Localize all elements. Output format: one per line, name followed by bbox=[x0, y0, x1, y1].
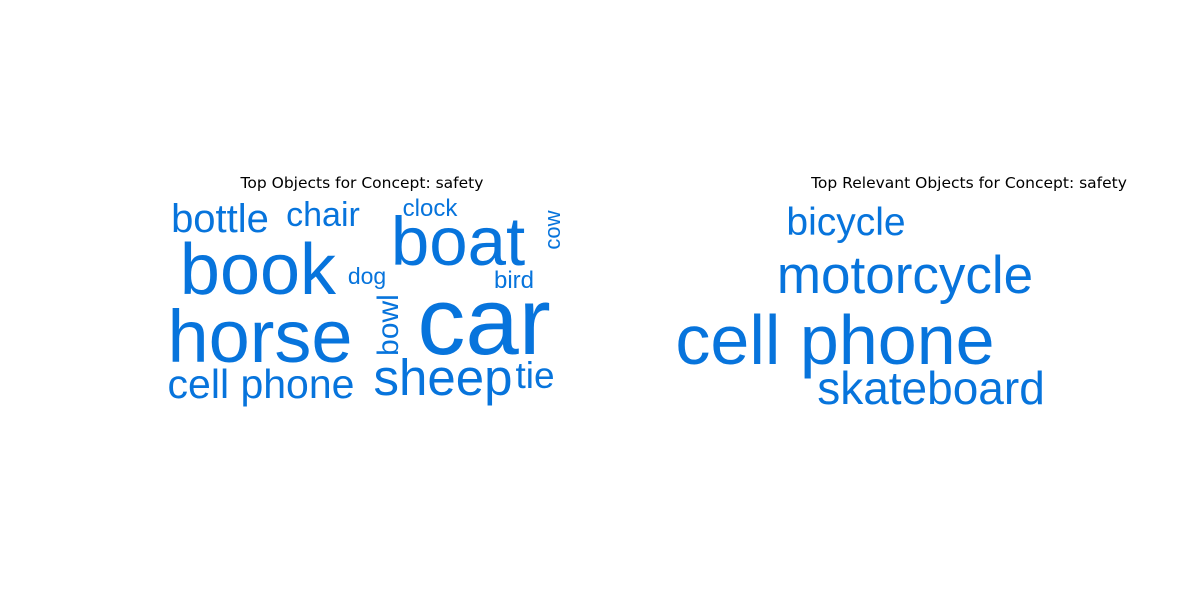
word-chair: chair bbox=[286, 196, 360, 234]
word-skateboard: skateboard bbox=[817, 362, 1045, 414]
word-clock: clock bbox=[403, 195, 459, 222]
word-sheep: sheep bbox=[374, 349, 513, 406]
word-motorcycle: motorcycle bbox=[777, 246, 1033, 305]
word-cell-phone: cell phone bbox=[168, 361, 355, 407]
wordcloud-panel-top-objects: Top Objects for Concept: safety car horse… bbox=[167, 174, 565, 407]
word-bicycle: bicycle bbox=[786, 201, 905, 244]
word-tie: tie bbox=[515, 355, 554, 396]
word-book: book bbox=[180, 230, 337, 310]
word-cell-phone: cell phone bbox=[675, 301, 994, 379]
word-horse: horse bbox=[167, 295, 352, 378]
chart-title: Top Relevant Objects for Concept: safety bbox=[811, 174, 1127, 192]
word-bowl: bowl bbox=[372, 294, 405, 356]
chart-title: Top Objects for Concept: safety bbox=[240, 174, 484, 192]
word-cow: cow bbox=[540, 210, 565, 249]
word-car: car bbox=[417, 268, 550, 375]
word-bird: bird bbox=[494, 267, 534, 294]
wordcloud-panel-top-relevant-objects: Top Relevant Objects for Concept: safety… bbox=[600, 0, 1200, 600]
word-dog: dog bbox=[348, 263, 386, 289]
word-bottle: bottle bbox=[171, 197, 269, 241]
word-boat: boat bbox=[391, 203, 525, 280]
